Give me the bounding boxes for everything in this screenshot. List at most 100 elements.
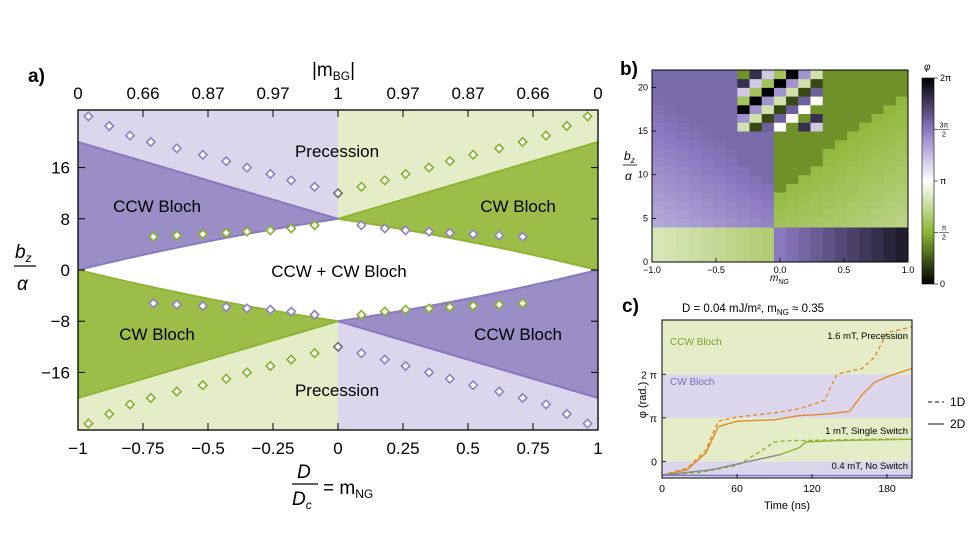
colorbar-label: π <box>940 176 946 186</box>
heatmap-cell <box>847 183 860 193</box>
heatmap-cell <box>834 87 848 97</box>
heatmap-cell <box>700 87 714 97</box>
heatmap-y-tick-label: 10 <box>638 170 648 180</box>
heatmap-cell <box>712 70 726 80</box>
heatmap-cell <box>859 192 872 202</box>
heatmap-cell <box>652 166 665 176</box>
region-cw-lower <box>78 270 338 398</box>
heatmap-cell <box>737 218 750 228</box>
heatmap-cell <box>737 104 750 115</box>
heatmap-cell <box>737 227 750 237</box>
heatmap-cell <box>676 157 689 167</box>
data-point <box>197 149 209 161</box>
heatmap-cell <box>737 253 750 263</box>
data-point <box>83 418 94 429</box>
panel-c-label: c) <box>622 296 639 317</box>
heatmap-cell <box>761 148 775 158</box>
heatmap-cell <box>859 78 872 88</box>
heatmap-cell <box>700 209 714 219</box>
data-point <box>444 301 456 313</box>
label-precession-bottom: Precession <box>295 381 379 400</box>
data-point <box>423 162 435 173</box>
heatmap-cell <box>652 78 665 88</box>
heatmap-cell <box>798 192 811 202</box>
heatmap-cell <box>749 192 763 202</box>
heatmap-cell <box>822 139 836 149</box>
heatmap-cell <box>737 157 750 167</box>
heatmap-cell <box>883 96 897 106</box>
heatmap-cell <box>883 166 897 176</box>
heatmap-cell <box>725 192 738 202</box>
heatmap-cell <box>725 122 738 132</box>
data-point <box>309 219 320 231</box>
svg-text:bz: bz <box>624 149 635 165</box>
heatmap-cell <box>810 183 824 193</box>
heatmap-cell <box>834 70 848 80</box>
heatmap-cell <box>859 113 872 123</box>
data-point <box>379 354 391 365</box>
heatmap-cell <box>798 183 811 193</box>
heatmap-cell <box>664 157 677 167</box>
region-ccw-cw <box>78 218 598 322</box>
heatmap-cell <box>700 70 714 80</box>
heatmap-cell <box>773 253 787 263</box>
data-point <box>517 136 528 148</box>
label-cw-bloch-lower: CW Bloch <box>119 325 195 344</box>
heatmap-cell <box>737 209 750 219</box>
x-tick-label: 0.75 <box>516 439 549 458</box>
heatmap-cell <box>712 78 726 88</box>
colorbar-label: 3π <box>940 123 949 130</box>
heatmap-cell <box>676 70 689 80</box>
heatmap-cell <box>883 78 897 88</box>
heatmap-cell <box>859 174 872 184</box>
heatmap-cell <box>664 192 677 202</box>
boundary-line <box>77 320 339 399</box>
heatmap-cell <box>712 113 726 123</box>
x-tick-label: −0.75 <box>121 439 164 458</box>
heatmap-cell <box>859 209 872 219</box>
data-point <box>265 224 276 236</box>
heatmap-cell <box>871 218 885 228</box>
colorbar-label: 2 <box>942 235 946 242</box>
heatmap-cell <box>786 148 799 158</box>
heatmap-cell <box>834 96 848 106</box>
boundary-curve <box>337 269 599 323</box>
svg-text:Dc: Dc <box>292 489 312 512</box>
heatmap-cell <box>688 183 702 193</box>
heatmap-cell <box>895 96 909 106</box>
label-ccw-cw-bloch: CCW + CW Bloch <box>271 262 407 281</box>
heatmap-cell <box>834 227 848 237</box>
heatmap-cell <box>688 166 702 176</box>
heatmap-cell <box>700 139 714 149</box>
heatmap-cell <box>749 87 763 97</box>
heatmap-cell <box>847 70 860 80</box>
top-tick-label: 0 <box>593 84 602 103</box>
heatmap-cell <box>737 131 750 141</box>
heatmap-cell <box>652 113 665 123</box>
heatmap-cell <box>664 148 677 158</box>
heatmap-cell <box>871 253 885 263</box>
heatmap-y-tick-label: 5 <box>643 213 648 223</box>
data-point <box>493 230 505 241</box>
heatmap-x-tick-label: 0.5 <box>838 265 851 275</box>
heatmap-cell <box>761 227 775 237</box>
heatmap-cell <box>895 253 909 263</box>
heatmap-cell <box>883 235 897 245</box>
heatmap-cell <box>676 104 689 115</box>
heatmap-cell <box>773 87 787 97</box>
data-point <box>423 367 435 378</box>
heatmap-cell <box>859 104 872 115</box>
data-point <box>220 373 232 385</box>
heatmap-cell <box>847 113 860 123</box>
heatmap-cell <box>652 148 665 158</box>
heatmap-cell <box>786 227 799 237</box>
heatmap-cell <box>810 227 824 237</box>
heatmap-cell <box>749 122 763 132</box>
heatmap-cell <box>786 235 799 245</box>
heatmap-cell <box>883 122 897 132</box>
data-point <box>285 223 297 234</box>
heatmap-cell <box>810 78 824 88</box>
heatmap-cell <box>810 166 824 176</box>
heatmap-cell <box>810 87 824 97</box>
